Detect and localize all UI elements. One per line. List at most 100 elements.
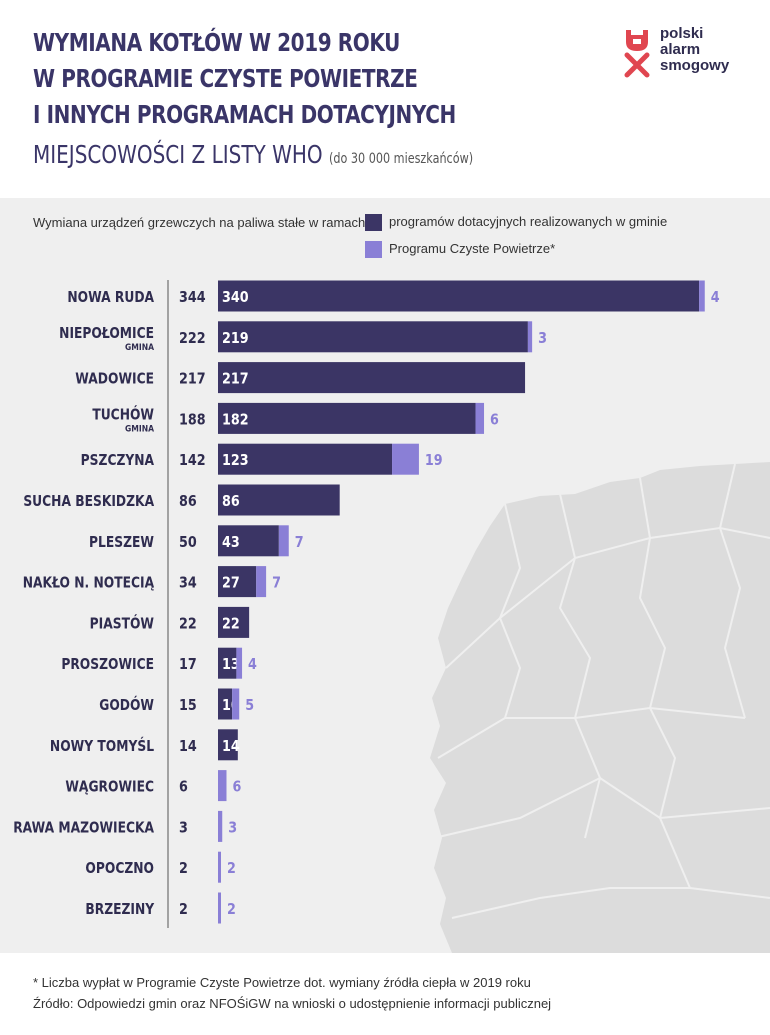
bar-label-czyste-powietrze: 7: [295, 534, 304, 551]
bar-municipal: [218, 362, 526, 394]
bar-label-czyste-powietrze: 4: [711, 289, 720, 306]
logo-text: polski alarm smogowy: [660, 26, 729, 74]
total-value: 222: [179, 330, 206, 347]
total-value: 188: [179, 411, 206, 428]
bar-municipal: [218, 280, 700, 312]
bar-czyste-powietrze: [236, 647, 243, 679]
bar-municipal: [218, 321, 528, 353]
bar-municipal: [218, 484, 340, 516]
legend-item-czyste-powietrze: Programu Czyste Powietrze*: [365, 241, 556, 259]
bar-czyste-powietrze: [256, 566, 267, 598]
bar-label-czyste-powietrze: 6: [490, 411, 499, 428]
subtitle-text: MIEJSCOWOŚCI Z LISTY WHO: [33, 140, 323, 169]
bar-czyste-powietrze: [232, 688, 240, 720]
bar-municipal: [218, 402, 476, 434]
legend-item-municipal: programów dotacyjnych realizowanych w gm…: [365, 214, 668, 232]
category-label: OPOCZNO: [85, 860, 154, 877]
bar-label-czyste-powietrze: 2: [227, 860, 236, 877]
total-value: 142: [179, 452, 206, 469]
category-label: PSZCZYNA: [81, 452, 155, 469]
total-value: 344: [179, 289, 206, 306]
total-value: 34: [179, 575, 197, 592]
logo-line-3: smogowy: [660, 57, 730, 74]
total-value: 15: [179, 697, 197, 714]
bar-czyste-powietrze: [527, 321, 533, 353]
bar-label-municipal: 123: [222, 452, 249, 469]
bar-label-municipal: 14: [222, 738, 240, 755]
footnote: * Liczba wypłat w Programie Czyste Powie…: [33, 975, 531, 990]
total-value: 6: [179, 779, 188, 796]
bar-label-municipal: 182: [222, 411, 249, 428]
category-label: RAWA MAZOWIECKA: [13, 819, 154, 836]
bar-czyste-powietrze: [475, 402, 485, 434]
bar-municipal: [218, 688, 233, 720]
total-value: 2: [179, 901, 188, 918]
bar-czyste-powietrze: [218, 892, 221, 924]
logo-mark-icon: [624, 30, 650, 78]
total-value: 86: [179, 493, 197, 510]
poland-map-background: [430, 462, 770, 953]
bar-label-municipal: 217: [222, 371, 249, 388]
category-label: NAKŁO N. NOTECIĄ: [23, 574, 155, 591]
total-value: 3: [179, 819, 188, 836]
bar-label-municipal: 219: [222, 330, 249, 347]
bar-municipal: [218, 647, 237, 679]
bar-label-czyste-powietrze: 3: [538, 330, 547, 347]
bar-label-czyste-powietrze: 4: [248, 656, 257, 673]
category-note: GMINA: [125, 341, 155, 352]
legend-label-municipal: programów dotacyjnych realizowanych w gm…: [389, 214, 668, 229]
bar-czyste-powietrze: [699, 280, 705, 312]
bar-czyste-powietrze: [218, 770, 227, 802]
subtitle-note: (do 30 000 mieszkańców): [329, 151, 474, 167]
logo: polski alarm smogowy: [622, 26, 742, 80]
legend-swatch-czyste-powietrze: [365, 241, 382, 259]
bar-czyste-powietrze: [218, 851, 221, 883]
title-line-2: W PROGRAMIE CZYSTE POWIETRZE: [33, 64, 418, 93]
category-label: PLESZEW: [89, 534, 154, 551]
bar-label-municipal: 43: [222, 534, 240, 551]
bar-label-municipal: 340: [222, 289, 249, 306]
category-label: NOWY TOMYŚL: [50, 735, 154, 755]
category-label: WADOWICE: [75, 370, 154, 387]
category-label: GODÓW: [99, 695, 154, 715]
bar-municipal: [218, 729, 238, 761]
bar-municipal: [218, 566, 257, 598]
total-value: 217: [179, 371, 206, 388]
bar-label-czyste-powietrze: 5: [245, 697, 254, 714]
header: WYMIANA KOTŁÓW W 2019 ROKU W PROGRAMIE C…: [0, 0, 770, 198]
footer: * Liczba wypłat w Programie Czyste Powie…: [33, 972, 551, 1014]
category-label: NOWA RUDA: [67, 289, 154, 306]
total-value: 14: [179, 738, 197, 755]
bar-municipal: [218, 443, 393, 475]
total-value: 22: [179, 615, 197, 632]
category-label: PROSZOWICE: [61, 656, 154, 673]
bar-label-czyste-powietrze: 3: [228, 819, 237, 836]
legend-label-czyste-powietrze: Programu Czyste Powietrze*: [389, 241, 556, 256]
legend-intro: Wymiana urządzeń grzewczych na paliwa st…: [33, 215, 369, 230]
chart-panel: Wymiana urządzeń grzewczych na paliwa st…: [0, 198, 770, 953]
bar-label-municipal: 22: [222, 615, 240, 632]
bar-municipal: [218, 525, 279, 557]
total-value: 17: [179, 656, 197, 673]
category-label: SUCHA BESKIDZKA: [23, 493, 154, 510]
bar-label-czyste-powietrze: 7: [272, 575, 281, 592]
bar-czyste-powietrze: [278, 525, 289, 557]
bar-label-municipal: 86: [222, 493, 240, 510]
category-note: GMINA: [125, 423, 155, 434]
logo-line-2: alarm: [660, 41, 701, 58]
bar-czyste-powietrze: [392, 443, 419, 475]
bar-label-czyste-powietrze: 6: [232, 779, 241, 796]
category-label: TUCHÓW: [92, 404, 154, 424]
logo-line-1: polski: [660, 25, 704, 42]
bar-label-municipal: 13: [222, 656, 240, 673]
bar-label-czyste-powietrze: 2: [227, 901, 236, 918]
category-label: BRZEZINY: [85, 901, 155, 918]
category-label: NIEPOŁOMICE: [59, 325, 154, 342]
bar-czyste-powietrze: [218, 810, 223, 842]
bar-municipal: [218, 606, 250, 638]
total-value: 50: [179, 534, 197, 551]
legend-swatch-municipal: [365, 214, 382, 232]
title-line-3: I INNYCH PROGRAMACH DOTACYJNYCH: [33, 100, 456, 129]
title-line-1: WYMIANA KOTŁÓW W 2019 ROKU: [33, 28, 400, 57]
